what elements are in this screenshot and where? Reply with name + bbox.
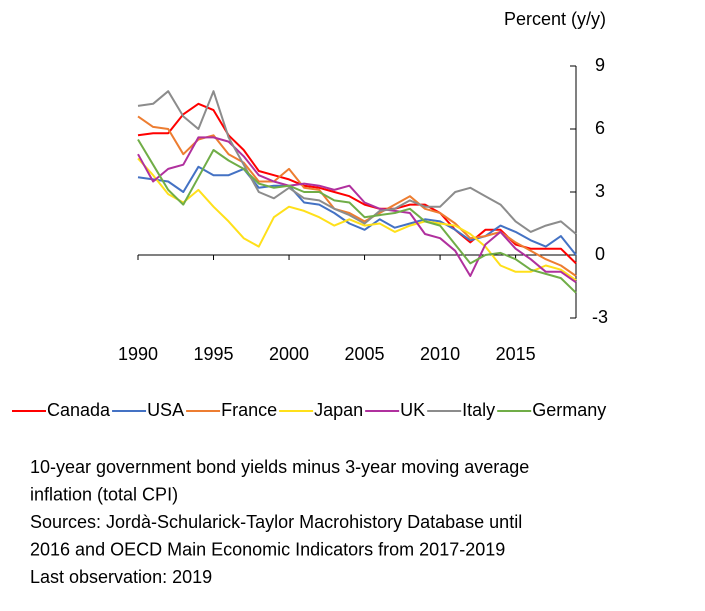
- series-line: [137, 165, 577, 256]
- note: Last observation: 2019: [30, 567, 212, 587]
- series-line: [137, 90, 577, 235]
- y-axis-label: Percent (y/y): [504, 9, 606, 29]
- legend-label: USA: [147, 400, 184, 420]
- x-tick-label: 1995: [193, 344, 233, 364]
- y-tick-label: 3: [595, 181, 605, 201]
- x-tick-label: 2000: [269, 344, 309, 364]
- series-line: [137, 136, 577, 284]
- series-line: [137, 138, 577, 294]
- x-tick-label: 2010: [420, 344, 460, 364]
- x-tick-label: 1990: [118, 344, 158, 364]
- note: 2016 and OECD Main Economic Indicators f…: [30, 539, 505, 559]
- y-tick-label: 9: [595, 55, 605, 75]
- legend-label: UK: [400, 400, 425, 420]
- note: Sources: Jordà-Schularick-Taylor Macrohi…: [30, 512, 522, 532]
- y-tick-label: 0: [595, 244, 605, 264]
- legend-label: Japan: [314, 400, 363, 420]
- note: inflation (total CPI): [30, 484, 178, 504]
- legend-label: Italy: [462, 400, 495, 420]
- legend-label: Germany: [532, 400, 606, 420]
- legend-label: Canada: [47, 400, 111, 420]
- series-line: [137, 102, 577, 265]
- x-tick-label: 2005: [345, 344, 385, 364]
- legend-label: France: [221, 400, 277, 420]
- y-tick-label: 6: [595, 118, 605, 138]
- note: 10-year government bond yields minus 3-y…: [30, 457, 529, 477]
- x-tick-label: 2015: [496, 344, 536, 364]
- series-line: [137, 157, 577, 282]
- y-tick-label: -3: [592, 307, 608, 327]
